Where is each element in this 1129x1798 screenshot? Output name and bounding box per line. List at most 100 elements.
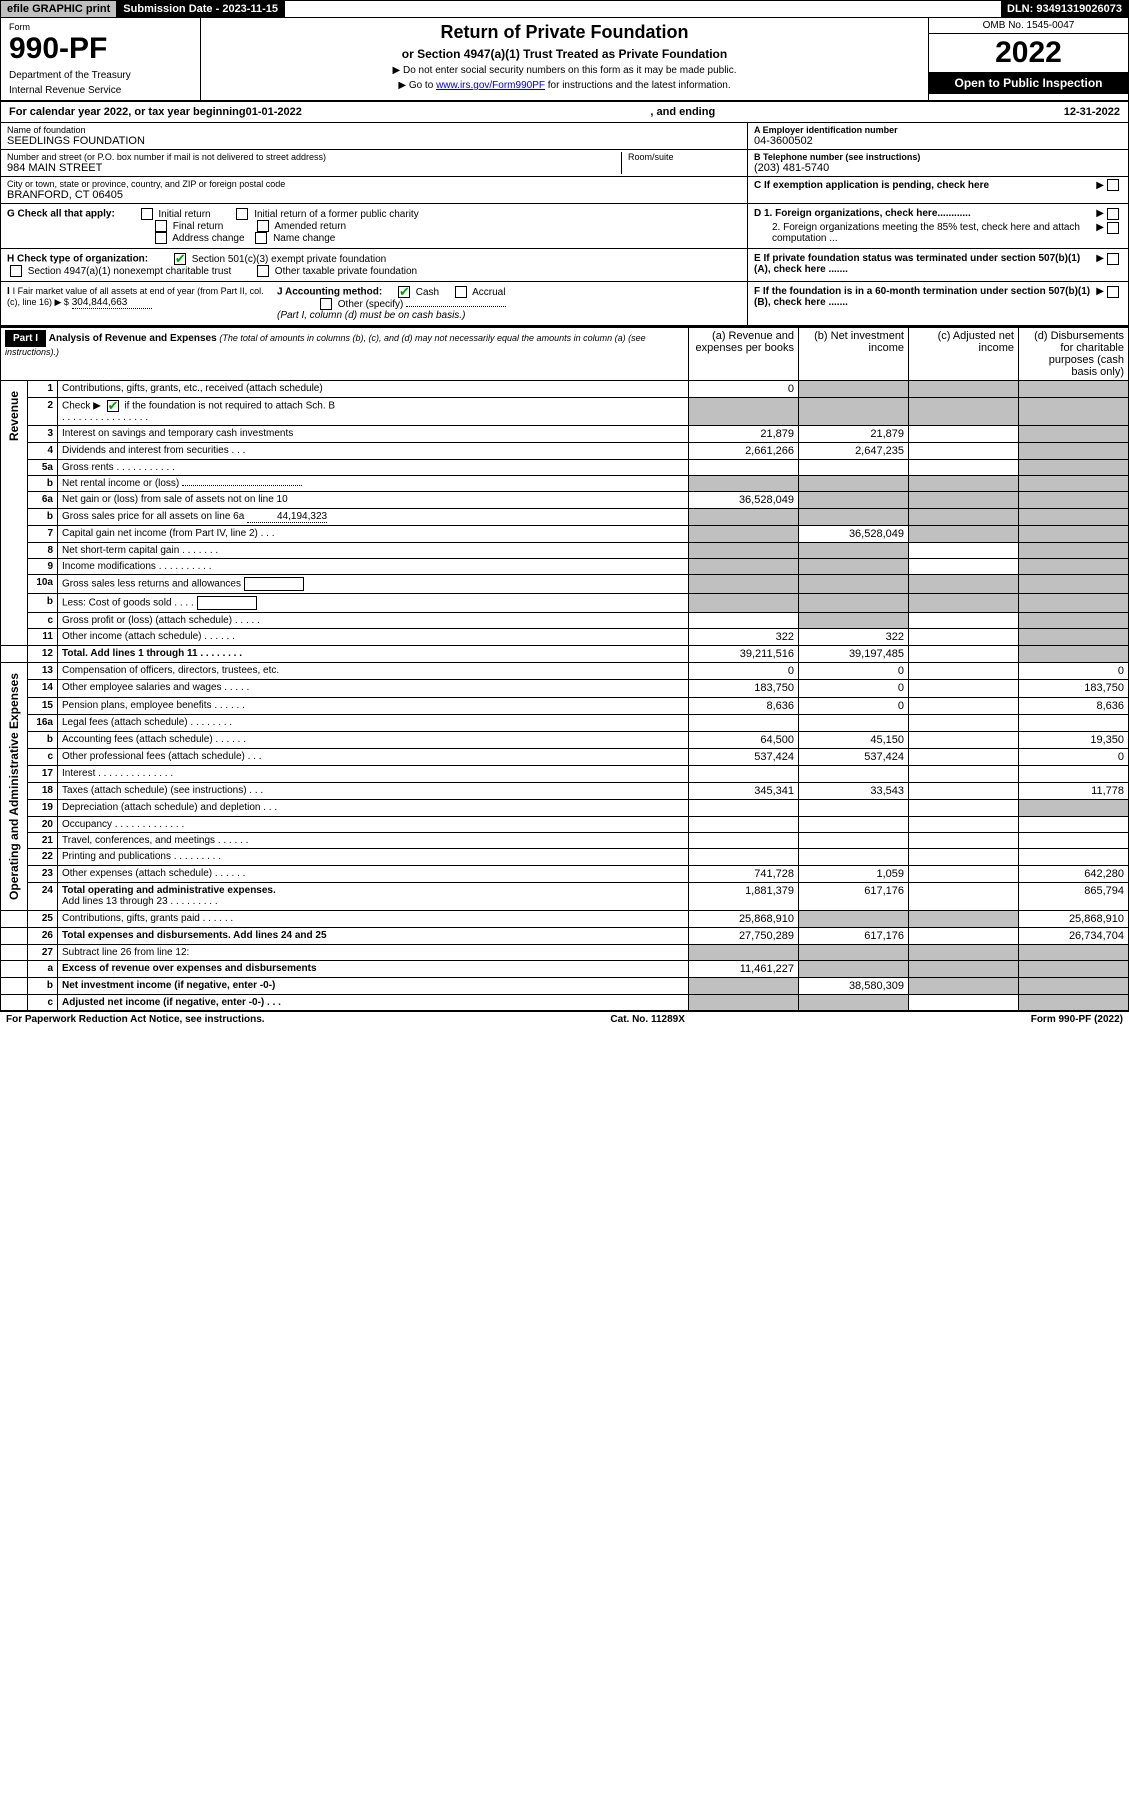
entity-info: Name of foundation SEEDLINGS FOUNDATION …: [0, 123, 1129, 204]
row-22: 22Printing and publications . . . . . . …: [1, 849, 1129, 865]
revenue-side-label: Revenue: [1, 381, 28, 646]
row-20: 20Occupancy . . . . . . . . . . . . .: [1, 816, 1129, 832]
row-27: 27Subtract line 26 from line 12:: [1, 944, 1129, 960]
col-b-header: (b) Net investment income: [799, 328, 909, 381]
tax-year: 2022: [929, 34, 1128, 72]
row-7: 7Capital gain net income (from Part IV, …: [1, 526, 1129, 543]
row-18: 18Taxes (attach schedule) (see instructi…: [1, 782, 1129, 799]
form-subtitle: or Section 4947(a)(1) Trust Treated as P…: [209, 47, 920, 61]
row-17: 17Interest . . . . . . . . . . . . . .: [1, 766, 1129, 782]
address-row: Number and street (or P.O. box number if…: [1, 150, 747, 177]
phone-cell: B Telephone number (see instructions) (2…: [748, 150, 1128, 177]
dln: DLN: 93491319026073: [1001, 1, 1128, 17]
f-checkbox[interactable]: [1107, 286, 1119, 298]
foundation-name-cell: Name of foundation SEEDLINGS FOUNDATION: [1, 123, 747, 150]
h-501c3-checkbox[interactable]: [174, 253, 186, 265]
g-final-checkbox[interactable]: [155, 220, 167, 232]
row-10c: cGross profit or (loss) (attach schedule…: [1, 613, 1129, 629]
ein-cell: A Employer identification number 04-3600…: [748, 123, 1128, 150]
submission-date: Submission Date - 2023-11-15: [117, 1, 285, 17]
phone-value: (203) 481-5740: [754, 162, 1122, 174]
g-initial-checkbox[interactable]: [141, 208, 153, 220]
ij-section: I I Fair market value of all assets at e…: [1, 282, 748, 325]
note-link: ▶ Go to www.irs.gov/Form990PF for instru…: [209, 80, 920, 91]
footer-center: Cat. No. 11289X: [610, 1014, 684, 1025]
col-d-header: (d) Disbursements for charitable purpose…: [1019, 328, 1129, 381]
row-11: 11Other income (attach schedule) . . . .…: [1, 629, 1129, 646]
row-26: 26Total expenses and disbursements. Add …: [1, 927, 1129, 944]
row-16b: bAccounting fees (attach schedule) . . .…: [1, 731, 1129, 748]
e-section: E If private foundation status was termi…: [748, 249, 1128, 281]
g-initial-former-checkbox[interactable]: [236, 208, 248, 220]
foundation-name: SEEDLINGS FOUNDATION: [7, 135, 741, 147]
omb-number: OMB No. 1545-0047: [929, 18, 1128, 34]
j-cash-checkbox[interactable]: [398, 286, 410, 298]
col-a-header: (a) Revenue and expenses per books: [689, 328, 799, 381]
expenses-side-label: Operating and Administrative Expenses: [1, 663, 28, 911]
form-label: Form: [9, 22, 192, 32]
tax-year-begin: 01-01-2022: [246, 106, 302, 118]
part1-table: Part I Analysis of Revenue and Expenses …: [0, 327, 1129, 1011]
row-1: Revenue 1 Contributions, gifts, grants, …: [1, 381, 1129, 398]
calendar-year-row: For calendar year 2022, or tax year begi…: [0, 102, 1129, 123]
c-pending-cell: C If exemption application is pending, c…: [748, 177, 1128, 193]
ij-f-row: I I Fair market value of all assets at e…: [0, 282, 1129, 327]
row-8: 8Net short-term capital gain . . . . . .…: [1, 543, 1129, 559]
row-12: 12Total. Add lines 1 through 11 . . . . …: [1, 646, 1129, 663]
h-section: H Check type of organization: Section 50…: [1, 249, 748, 281]
row-3: 3Interest on savings and temporary cash …: [1, 426, 1129, 443]
row-16a: 16aLegal fees (attach schedule) . . . . …: [1, 715, 1129, 731]
d2-checkbox[interactable]: [1107, 222, 1119, 234]
form-number: 990-PF: [9, 32, 192, 66]
row-25: 25Contributions, gifts, grants paid . . …: [1, 910, 1129, 927]
efile-label: efile GRAPHIC print: [1, 1, 117, 17]
part1-tag: Part I: [5, 330, 46, 347]
col-c-header: (c) Adjusted net income: [909, 328, 1019, 381]
form-title: Return of Private Foundation: [209, 22, 920, 43]
j-other-checkbox[interactable]: [320, 298, 332, 310]
top-bar: efile GRAPHIC print Submission Date - 20…: [0, 0, 1129, 18]
h-other-checkbox[interactable]: [257, 265, 269, 277]
row-5a: 5aGross rents . . . . . . . . . . .: [1, 460, 1129, 476]
part1-title: Analysis of Revenue and Expenses: [49, 333, 217, 344]
h-4947-checkbox[interactable]: [10, 265, 22, 277]
g-name-checkbox[interactable]: [255, 232, 267, 244]
header-left: Form 990-PF Department of the Treasury I…: [1, 18, 201, 100]
g-section: G Check all that apply: Initial return I…: [1, 204, 748, 248]
d1-checkbox[interactable]: [1107, 208, 1119, 220]
footer-right: Form 990-PF (2022): [1031, 1014, 1123, 1025]
row-13: Operating and Administrative Expenses 13…: [1, 663, 1129, 680]
city-cell: City or town, state or province, country…: [1, 177, 747, 203]
ein-value: 04-3600502: [754, 135, 1122, 147]
row-27c: cAdjusted net income (if negative, enter…: [1, 994, 1129, 1010]
row-10b: bLess: Cost of goods sold . . . .: [1, 594, 1129, 613]
tax-year-end: 12-31-2022: [1064, 106, 1120, 118]
fmv-value: 304,844,663: [72, 297, 152, 309]
row-2: 2 Check ▶ if the foundation is not requi…: [1, 398, 1129, 426]
street-address: 984 MAIN STREET: [7, 162, 621, 174]
row-15: 15Pension plans, employee benefits . . .…: [1, 697, 1129, 714]
row-27b: bNet investment income (if negative, ent…: [1, 977, 1129, 994]
schb-checkbox[interactable]: [107, 400, 119, 412]
page-footer: For Paperwork Reduction Act Notice, see …: [0, 1011, 1129, 1027]
row-14: 14Other employee salaries and wages . . …: [1, 680, 1129, 697]
city-state-zip: BRANFORD, CT 06405: [7, 189, 741, 201]
row-9: 9Income modifications . . . . . . . . . …: [1, 559, 1129, 575]
row-5b: bNet rental income or (loss): [1, 476, 1129, 492]
c-checkbox[interactable]: [1107, 179, 1119, 191]
header-center: Return of Private Foundation or Section …: [201, 18, 928, 100]
row-6a: 6aNet gain or (loss) from sale of assets…: [1, 492, 1129, 509]
irs-link[interactable]: www.irs.gov/Form990PF: [436, 80, 545, 91]
g-address-checkbox[interactable]: [155, 232, 167, 244]
e-checkbox[interactable]: [1107, 253, 1119, 265]
form-header: Form 990-PF Department of the Treasury I…: [0, 18, 1129, 102]
row-21: 21Travel, conferences, and meetings . . …: [1, 833, 1129, 849]
row-23: 23Other expenses (attach schedule) . . .…: [1, 865, 1129, 882]
row-10a: 10aGross sales less returns and allowanc…: [1, 575, 1129, 594]
row-19: 19Depreciation (attach schedule) and dep…: [1, 800, 1129, 816]
j-accrual-checkbox[interactable]: [455, 286, 467, 298]
h-e-row: H Check type of organization: Section 50…: [0, 249, 1129, 282]
g-amended-checkbox[interactable]: [257, 220, 269, 232]
dept-treasury: Department of the Treasury: [9, 70, 192, 81]
arrow-icon: ▶: [1096, 180, 1104, 191]
